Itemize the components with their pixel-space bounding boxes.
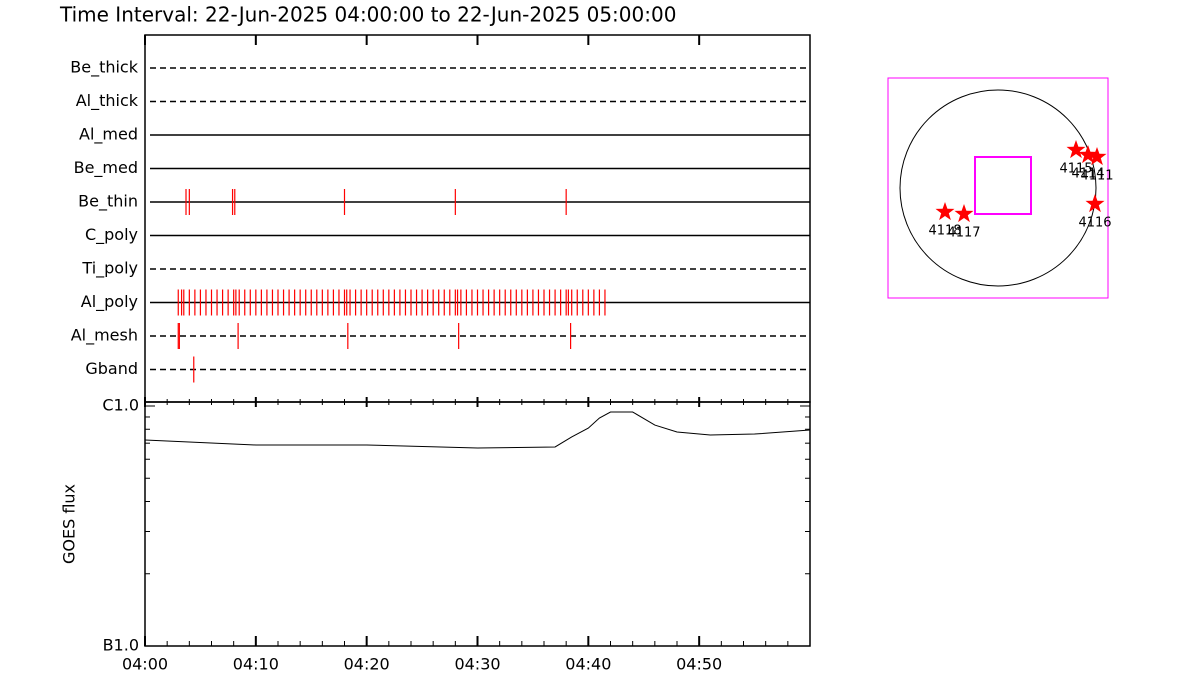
- row-label: Ti_poly: [81, 259, 138, 279]
- region-label: 4118: [928, 224, 961, 239]
- region-label: 4114: [1071, 167, 1104, 182]
- plot-frame: [144, 34, 811, 403]
- x-tick-label: 04:50: [676, 655, 722, 674]
- row-label: Al_mesh: [71, 326, 138, 346]
- region-label: 4116: [1078, 216, 1111, 231]
- region-star: [1066, 140, 1086, 159]
- region-label: 4115: [1059, 162, 1092, 177]
- row-label: Al_poly: [81, 292, 138, 312]
- y-axis-label: GOES flux: [60, 484, 79, 564]
- region-label: 4111: [1080, 169, 1113, 184]
- fov: [974, 156, 1032, 215]
- region-star: [954, 204, 974, 223]
- row-label: Be_med: [74, 158, 138, 178]
- region-star: [1087, 147, 1107, 166]
- region-label: 4117: [947, 226, 980, 241]
- row-label: Gband: [85, 359, 138, 378]
- y-tick-label: B1.0: [103, 636, 139, 655]
- row-label: Al_thick: [76, 91, 139, 111]
- row-label: C_poly: [85, 225, 138, 245]
- x-tick-label: 04:00: [122, 655, 168, 674]
- x-tick-label: 04:20: [344, 655, 390, 674]
- region-star: [1085, 194, 1105, 213]
- map-frame: [887, 77, 1109, 299]
- y-tick-label: C1.0: [102, 396, 139, 415]
- chart-title: Time Interval: 22-Jun-2025 04:00:00 to 2…: [59, 3, 676, 27]
- row-label: Be_thick: [70, 58, 138, 78]
- x-tick-label: 04:40: [565, 655, 611, 674]
- plot-frame: [144, 401, 811, 647]
- row-label: Be_thin: [78, 192, 138, 212]
- x-tick-label: 04:30: [454, 655, 500, 674]
- flux-line: [144, 411, 811, 449]
- x-tick-label: 04:10: [233, 655, 279, 674]
- row-label: Al_med: [79, 125, 138, 145]
- region-star: [935, 202, 955, 221]
- solar-limb: [899, 89, 1097, 287]
